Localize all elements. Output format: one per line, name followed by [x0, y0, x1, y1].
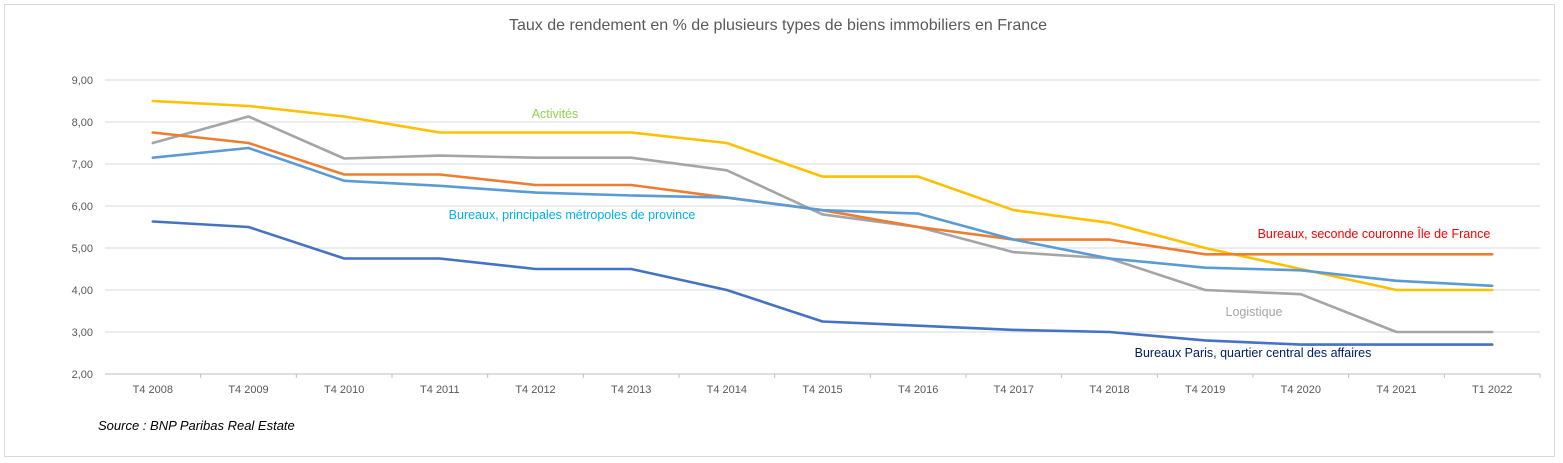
x-tick-label: T4 2018: [1089, 384, 1129, 396]
series-lines: [151, 99, 1494, 346]
x-tick-label: T4 2011: [420, 384, 460, 396]
x-tick-label: T4 2016: [898, 384, 938, 396]
y-tick-label: 7,00: [72, 159, 93, 171]
y-tick-label: 4,00: [72, 285, 93, 297]
y-tick-label: 8,00: [72, 117, 93, 129]
y-tick-label: 5,00: [72, 243, 93, 255]
series-line-4: [151, 220, 1494, 346]
x-tick-label: T4 2012: [515, 384, 555, 396]
x-axis-ticks: T4 2008 T4 2009 T4 2010 T4 2011 T4 2012 T4 20…: [133, 374, 1541, 396]
x-tick-label: T4 2017: [994, 384, 1034, 396]
x-tick-label: T4 2020: [1281, 384, 1321, 396]
x-tick-label: T4 2009: [228, 384, 268, 396]
x-tick-label: T4 2014: [707, 384, 747, 396]
x-tick-label: T4 2010: [324, 384, 364, 396]
chart-title: Taux de rendement en % de plusieurs type…: [509, 17, 1047, 34]
gridlines: [105, 79, 1540, 375]
series-labels: Activités Logistique Bureaux, seconde cour…: [449, 107, 1491, 360]
x-tick-label: T4 2021: [1376, 384, 1416, 396]
y-axis-ticks: 2,00 3,00 4,00 5,00 6,00 7,00 8,00 9,00: [72, 75, 93, 381]
x-tick-label: T1 2022: [1472, 384, 1512, 396]
source-note: Source : BNP Paribas Real Estate: [98, 418, 295, 433]
series-label-0: Activités: [532, 107, 579, 121]
x-tick-label: T4 2019: [1185, 384, 1225, 396]
series-label-4: Bureaux Paris, quartier central des affa…: [1135, 346, 1372, 360]
y-tick-label: 6,00: [72, 201, 93, 213]
series-label-2: Bureaux, seconde couronne Île de France: [1258, 226, 1491, 241]
series-label-1: Logistique: [1226, 305, 1283, 319]
y-tick-label: 3,00: [72, 327, 93, 339]
y-tick-label: 2,00: [72, 369, 93, 381]
series-line-1: [151, 115, 1494, 334]
x-tick-label: T4 2015: [802, 384, 842, 396]
series-line-3: [151, 146, 1494, 288]
y-tick-label: 9,00: [72, 75, 93, 87]
x-tick-label: T4 2008: [133, 384, 173, 396]
series-line-0: [151, 99, 1494, 292]
series-label-3: Bureaux, principales métropoles de provi…: [449, 208, 696, 222]
x-tick-label: T4 2013: [611, 384, 651, 396]
